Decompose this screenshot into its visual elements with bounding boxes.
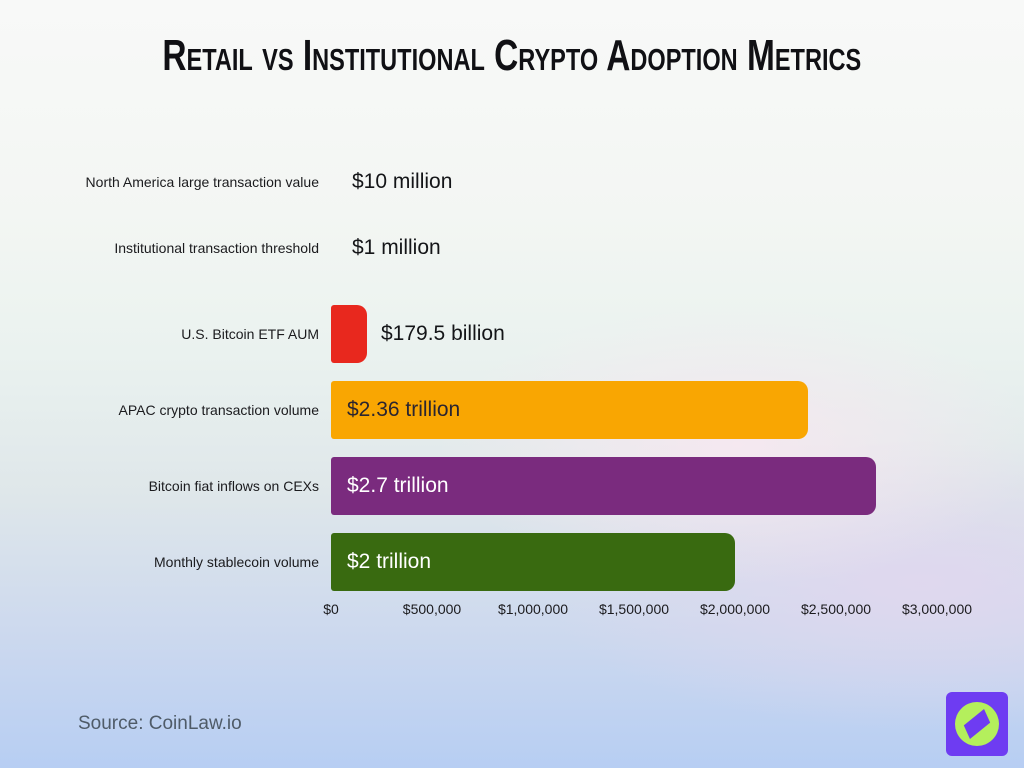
value-label: $2.7 trillion [347, 474, 449, 497]
coinlaw-logo [946, 692, 1008, 756]
bar: $2.7 trillion [331, 457, 876, 515]
value-label: $179.5 billion [381, 322, 505, 345]
x-tick-label: $1,000,000 [497, 601, 569, 617]
source-credit: Source: CoinLaw.io [78, 713, 242, 734]
x-tick-label: $500,000 [402, 601, 462, 617]
bar: $2.36 trillion [331, 381, 808, 439]
chart-title: Retail vs Institutional Crypto Adoption … [0, 26, 1024, 86]
category-label: Institutional transaction threshold [114, 240, 319, 256]
compass-icon [955, 702, 999, 746]
compass-needle-icon [963, 709, 991, 739]
category-label: Bitcoin fiat inflows on CEXs [148, 478, 319, 494]
value-label: $2.36 trillion [347, 398, 461, 421]
bar [331, 305, 367, 363]
category-label: Monthly stablecoin volume [154, 554, 319, 570]
value-label: $10 million [352, 170, 453, 193]
value-label: $1 million [352, 236, 441, 259]
chart-title-text: Retail vs Institutional Crypto Adoption … [162, 31, 862, 80]
x-tick-label: $2,000,000 [699, 601, 771, 617]
bar: $2 trillion [331, 533, 735, 591]
x-tick-label: $3,000,000 [901, 601, 973, 617]
x-tick-label: $2,500,000 [800, 601, 872, 617]
x-tick-label: $0 [323, 601, 339, 617]
category-label: APAC crypto transaction volume [118, 402, 320, 418]
value-label: $2 trillion [347, 550, 432, 573]
x-tick-label: $1,500,000 [598, 601, 670, 617]
category-label: U.S. Bitcoin ETF AUM [181, 326, 319, 342]
category-label: North America large transaction value [85, 174, 319, 190]
